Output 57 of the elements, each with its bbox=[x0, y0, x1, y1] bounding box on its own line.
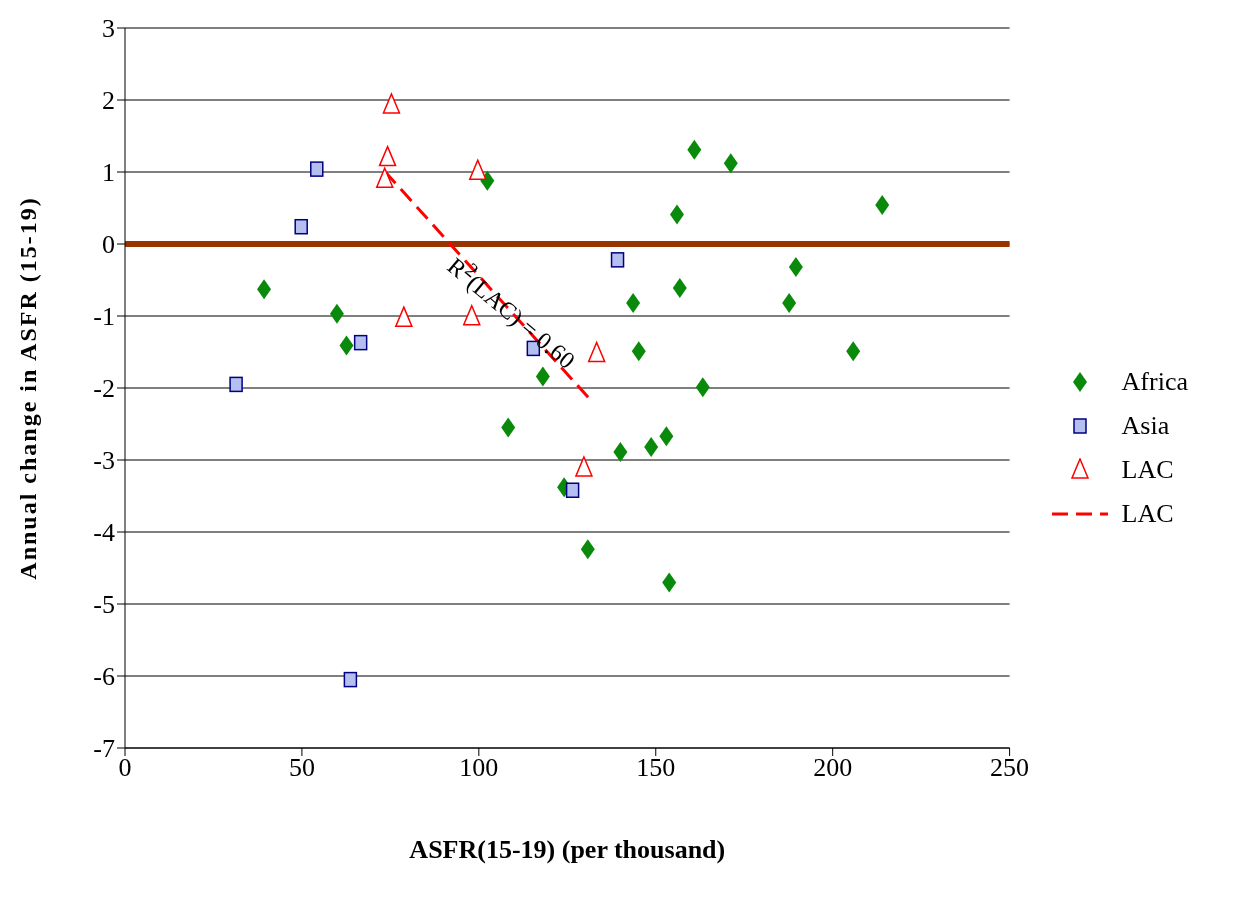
y-tick-label: 2 bbox=[102, 86, 115, 116]
y-tick-label: 1 bbox=[102, 158, 115, 188]
point bbox=[229, 376, 243, 393]
point bbox=[846, 341, 861, 362]
point bbox=[375, 167, 394, 188]
point bbox=[644, 437, 659, 458]
point bbox=[395, 306, 413, 327]
y-tick-label: 0 bbox=[102, 230, 115, 260]
y-tick-label: -2 bbox=[93, 374, 115, 404]
point bbox=[310, 161, 324, 177]
point bbox=[535, 366, 550, 387]
point bbox=[695, 377, 710, 398]
point bbox=[343, 671, 358, 688]
x-tick-label: 250 bbox=[990, 753, 1030, 783]
y-tick-label: -5 bbox=[93, 590, 115, 620]
y-tick-label: 3 bbox=[102, 14, 115, 44]
y-tick-label: -3 bbox=[93, 446, 115, 476]
point bbox=[788, 257, 803, 278]
x-axis-title: ASFR(15-19) (per thousand) bbox=[409, 835, 726, 864]
point bbox=[613, 442, 628, 463]
point bbox=[565, 482, 580, 498]
point bbox=[339, 335, 354, 356]
point bbox=[626, 293, 641, 314]
point bbox=[587, 341, 606, 363]
point bbox=[662, 572, 677, 593]
x-tick-label: 100 bbox=[459, 753, 499, 783]
y-tick-label: -1 bbox=[93, 302, 115, 332]
y-tick-label: -6 bbox=[93, 662, 115, 692]
legend-label: Asia bbox=[1121, 411, 1170, 441]
y-tick-label: -7 bbox=[93, 734, 115, 764]
point bbox=[669, 204, 684, 225]
legend-label: LAC bbox=[1121, 455, 1174, 485]
legend-label: LAC bbox=[1121, 499, 1174, 529]
point bbox=[672, 277, 687, 298]
x-tick-label: 150 bbox=[636, 753, 676, 783]
point bbox=[659, 426, 674, 447]
point bbox=[687, 139, 702, 160]
point bbox=[501, 417, 516, 438]
point bbox=[575, 456, 593, 477]
point bbox=[631, 341, 646, 362]
point bbox=[875, 195, 890, 216]
point bbox=[580, 539, 595, 560]
point bbox=[610, 252, 625, 268]
point bbox=[294, 218, 308, 235]
y-axis-title: Annual change in ASFR (15-19) bbox=[14, 196, 41, 580]
y-tick-label: -4 bbox=[93, 518, 115, 548]
point bbox=[378, 145, 397, 167]
point bbox=[723, 153, 738, 174]
point bbox=[329, 303, 344, 324]
point bbox=[353, 334, 368, 351]
x-tick-label: 50 bbox=[288, 753, 315, 783]
point bbox=[382, 93, 401, 114]
point bbox=[469, 159, 487, 181]
point bbox=[782, 293, 797, 314]
x-tick-label: 200 bbox=[813, 753, 853, 783]
legend-label: Africa bbox=[1121, 367, 1188, 397]
point bbox=[257, 279, 272, 300]
